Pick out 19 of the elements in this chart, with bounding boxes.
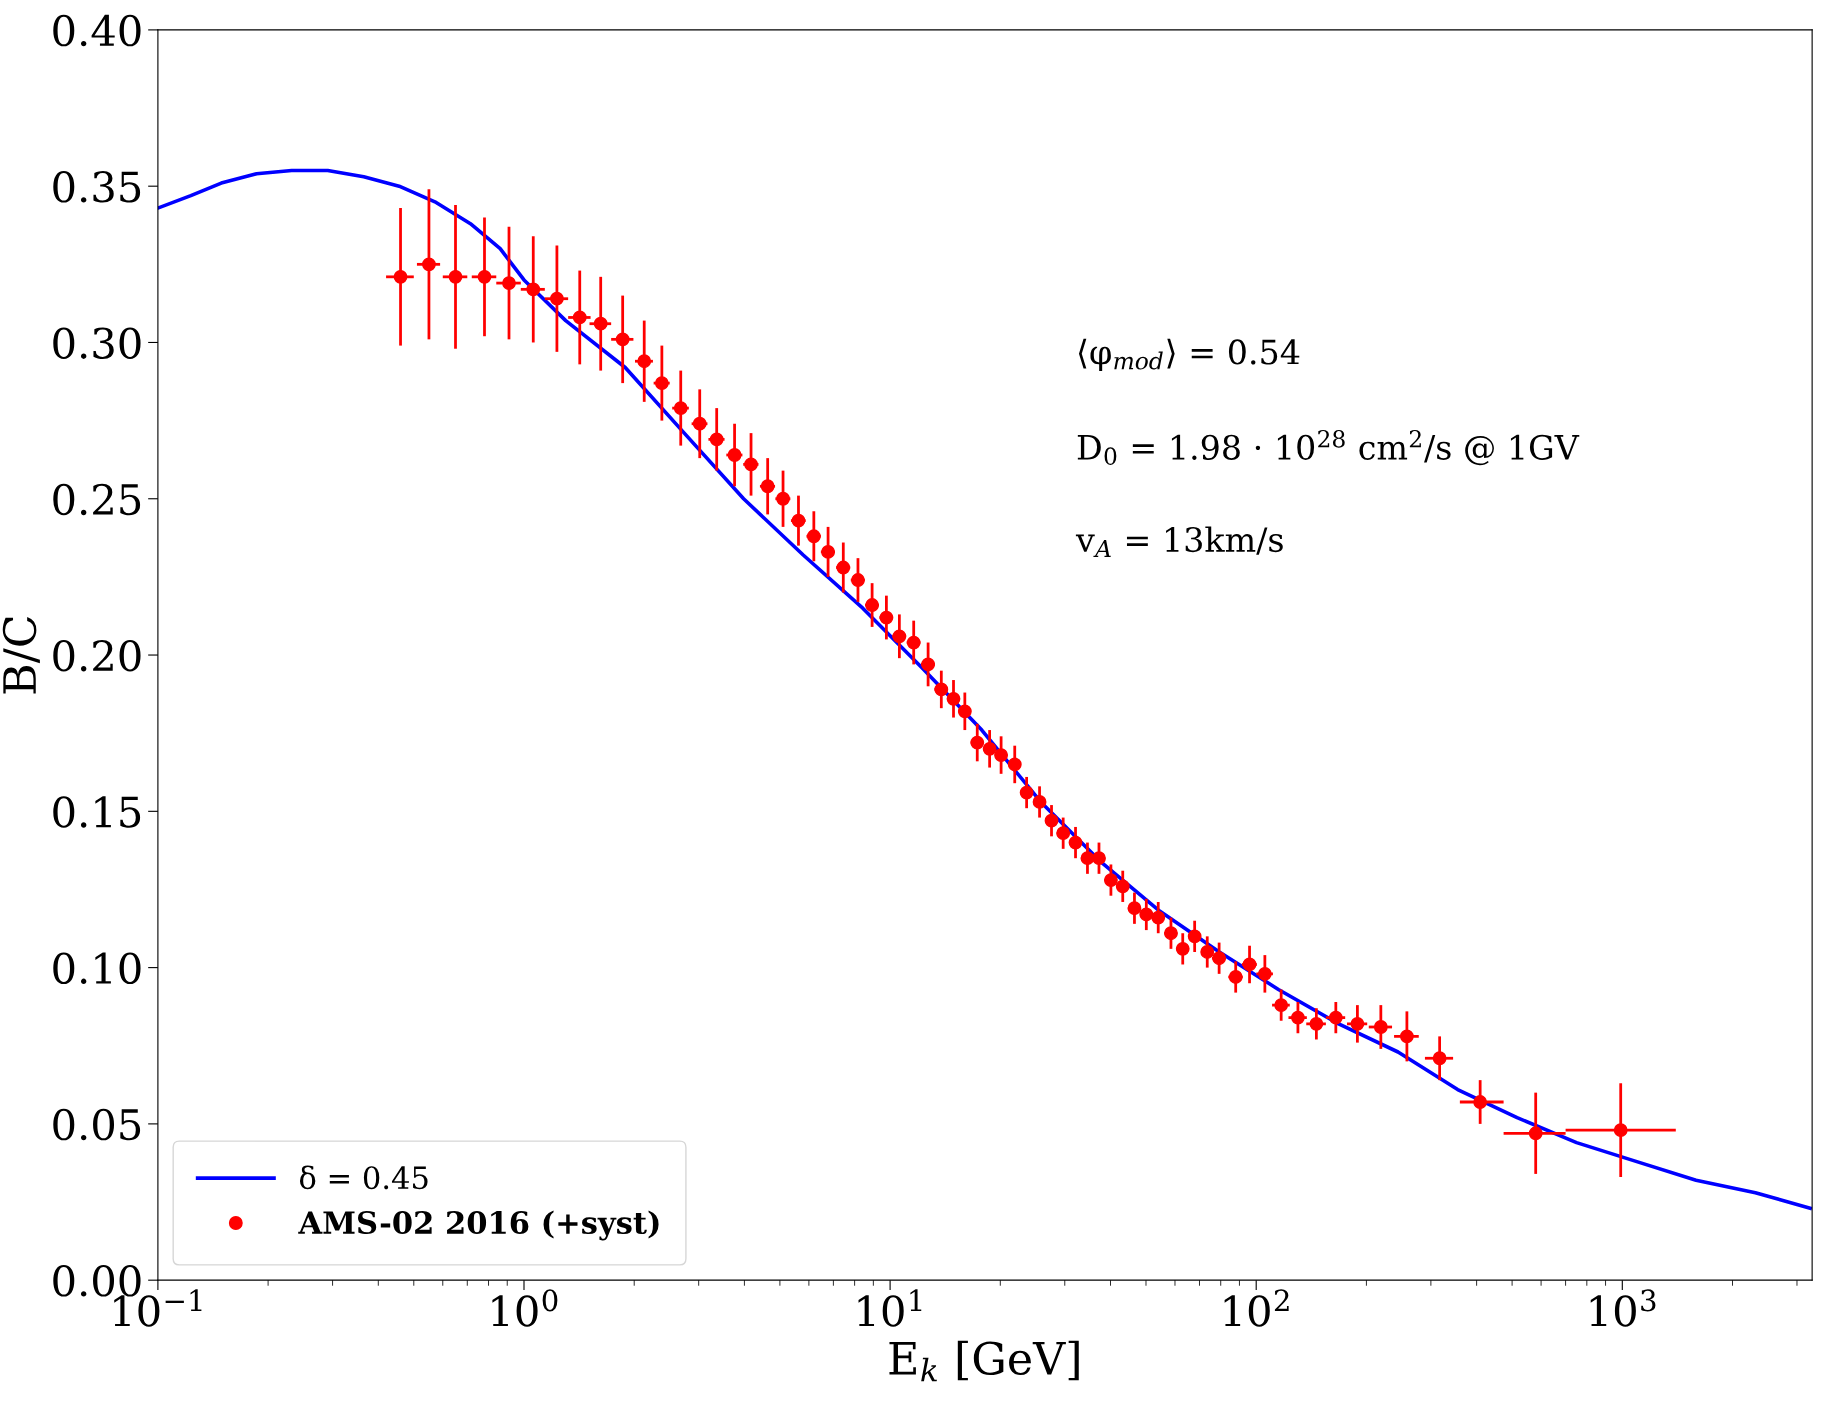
annotation: D$_{0}$ = 1.98 · 10$^{28}$ cm$^{2}$/s @ 1GV [1077, 429, 1580, 466]
y-tick-label: 0.05 [53, 1108, 141, 1141]
legend-label: AMS-02 2016 (+syst) [298, 1210, 659, 1241]
y-tick-label: 0.30 [53, 327, 141, 359]
annotation: v$_{A}$ = 13km/s [1075, 526, 1283, 557]
y-tick-label: 0.10 [53, 952, 141, 985]
annotation: ⟨φ$_{mod}$⟩ = 0.54 [1078, 338, 1300, 372]
x-axis-title: E$_{k}$ [GeV] [889, 1340, 1079, 1382]
y-tick-label: 0.40 [53, 14, 141, 47]
x-tick-label: 10$^{1}$ [858, 1289, 922, 1327]
x-tick-label: 10$^{0}$ [492, 1289, 558, 1327]
x-tick-label: 10$^{3}$ [1590, 1289, 1656, 1327]
x-tick-label: 10$^{2}$ [1224, 1289, 1289, 1327]
y-tick-label: 0.35 [53, 171, 141, 203]
y-tick-label: 0.25 [53, 483, 141, 516]
y-tick-label: 0.15 [53, 796, 141, 828]
y-tick-label: 0.20 [53, 639, 141, 672]
y-axis-title: B/C [2, 616, 40, 694]
legend-label: δ = 0.45 [299, 1165, 428, 1190]
